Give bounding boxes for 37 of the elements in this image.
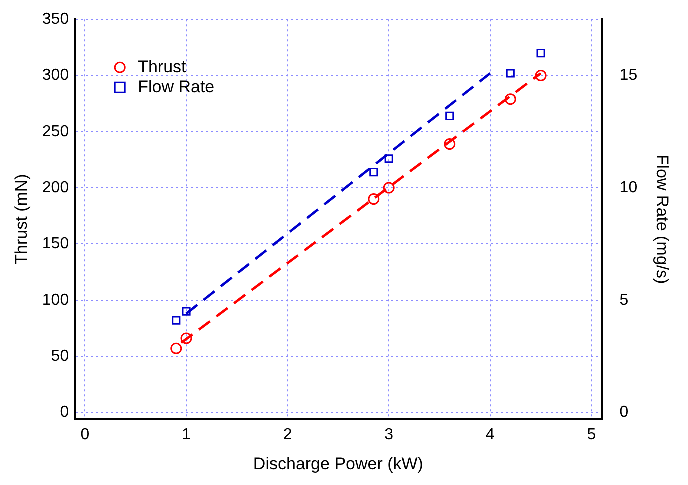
y2-tick-label: 10 xyxy=(620,179,638,196)
point xyxy=(383,182,395,194)
y-tick-label: 300 xyxy=(42,67,70,84)
point xyxy=(506,69,515,78)
point xyxy=(536,49,546,58)
legend-label: Flow Rate xyxy=(138,77,215,96)
point xyxy=(172,316,181,325)
y2-tick-label: 15 xyxy=(620,67,638,84)
y-tick-label: 350 xyxy=(42,11,70,28)
point xyxy=(384,154,394,164)
point xyxy=(535,70,547,82)
x-axis-title: Discharge Power (kW) xyxy=(253,454,424,474)
point xyxy=(182,307,191,316)
y-tick-label: 250 xyxy=(42,123,70,140)
x-tick-label: 1 xyxy=(182,426,192,444)
y2-axis-title: Flow Rate (mg/s) xyxy=(653,154,672,284)
x-tick-label: 5 xyxy=(587,426,596,444)
x-tick-label: 4 xyxy=(486,426,495,444)
x-tick-label: 0 xyxy=(80,426,90,444)
legend-label: Thrust xyxy=(138,57,187,76)
y-tick-label: 100 xyxy=(42,292,70,309)
y2-tick-label: 5 xyxy=(620,292,629,309)
y-tick-label: 50 xyxy=(51,348,70,365)
point xyxy=(504,94,516,106)
point xyxy=(170,342,182,354)
y-tick-label: 150 xyxy=(42,236,70,253)
point xyxy=(444,138,456,150)
y2-tick-label: 0 xyxy=(620,404,629,422)
point xyxy=(370,168,378,177)
x-tick-label: 3 xyxy=(384,426,394,444)
y-axis-title: Thrust (mN) xyxy=(12,174,31,265)
x-tick-label: 2 xyxy=(283,426,292,444)
point xyxy=(180,332,192,344)
point xyxy=(368,194,380,206)
y-tick-label: 0 xyxy=(60,404,70,422)
point xyxy=(446,112,454,120)
y-tick-label: 200 xyxy=(42,179,70,196)
